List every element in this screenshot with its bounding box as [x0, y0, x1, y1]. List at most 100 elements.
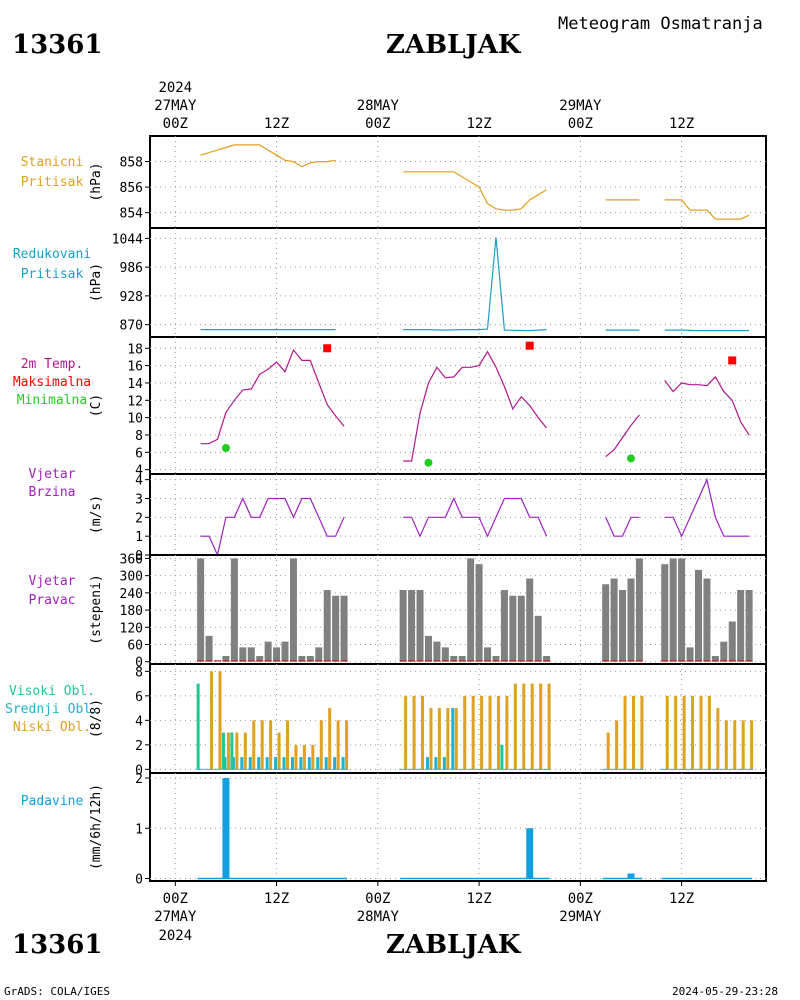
- direction-bar: [627, 578, 635, 662]
- cloud-mid-bar: [282, 757, 286, 770]
- date-label-bottom: 29MAY: [559, 909, 602, 925]
- direction-bar: [711, 655, 719, 662]
- cloud-low-bar: [724, 720, 728, 770]
- cloud-low-bar: [480, 695, 484, 770]
- direction-bar: [222, 655, 230, 662]
- y-axis-label: (C): [89, 394, 104, 417]
- direction-bar: [602, 584, 610, 662]
- cloud-mid-bar: [257, 757, 261, 770]
- panel-station_pressure: 854 856 858 (hPa) Stanicni Pritisak: [21, 135, 767, 229]
- cloud-mid-bar: [307, 757, 311, 770]
- cloud-mid-bar: [451, 708, 455, 770]
- panel-frame: [149, 663, 767, 774]
- cloud-high-bar: [230, 732, 234, 770]
- station-id-bottom: 13361: [12, 930, 103, 960]
- series-line: [664, 329, 750, 332]
- cloud-low-bar: [269, 720, 273, 770]
- y-tick-label: 870: [120, 319, 143, 334]
- direction-bar: [205, 635, 213, 662]
- panel-label: Vjetar: [29, 574, 76, 589]
- direction-bar: [332, 595, 340, 662]
- y-tick-label: 18: [127, 342, 143, 357]
- cloud-mid-bar: [274, 757, 278, 770]
- cloud-low-bar: [336, 720, 340, 770]
- panel-precipitation: 0 1 2 (mm/6h/12h) Padavine: [21, 772, 767, 887]
- direction-bar: [323, 589, 331, 662]
- panel-label: Srednji Obl.: [5, 702, 99, 717]
- series-line: [664, 477, 750, 538]
- direction-bar: [230, 558, 238, 662]
- cloud-mid-bar: [434, 757, 438, 770]
- cloud-low-bar: [412, 695, 416, 770]
- hour-label-top: 12Z: [466, 116, 491, 132]
- y-tick-label: 10: [127, 412, 143, 427]
- cloud-mid-bar: [248, 757, 252, 770]
- cloud-high-bar: [500, 744, 504, 770]
- cloud-mid-bar: [425, 757, 429, 770]
- panel-label: Niski Obl.: [13, 720, 91, 735]
- cloud-low-bar: [446, 708, 450, 770]
- direction-bar: [720, 641, 728, 662]
- direction-bar: [450, 655, 458, 662]
- y-tick-label: 6: [135, 690, 143, 705]
- y-axis-label: (mm/6h/12h): [89, 784, 104, 870]
- cloud-low-bar: [226, 732, 230, 770]
- cloud-low-bar: [750, 720, 754, 770]
- direction-bar: [619, 589, 627, 662]
- hour-label-bottom: 12Z: [466, 891, 491, 907]
- y-tick-label: 928: [120, 290, 143, 305]
- year-label-top: 2024: [158, 80, 192, 96]
- series-line: [664, 199, 750, 220]
- direction-bar: [737, 589, 745, 662]
- series-line: [200, 348, 345, 445]
- y-tick-label: 2: [135, 511, 143, 526]
- hour-label-bottom: 00Z: [365, 891, 390, 907]
- y-tick-label: 120: [120, 621, 143, 636]
- cloud-low-bar: [682, 695, 686, 770]
- cloud-low-bar: [454, 708, 458, 770]
- series-line: [403, 171, 547, 211]
- cloud-mid-bar: [333, 757, 337, 770]
- panel-label: Pravac: [29, 593, 76, 608]
- y-tick-label: 0: [135, 763, 143, 778]
- direction-bar: [197, 558, 205, 662]
- time-axis: 2024 2024 27MAY 00Z 00Z 27MAY 12Z 12Z 28MAY 00Z 00…: [154, 80, 694, 944]
- direction-bar: [306, 655, 314, 662]
- panel-frame: [149, 473, 767, 556]
- y-tick-label: 8: [135, 665, 143, 680]
- cloud-mid-bar: [265, 757, 269, 770]
- y-tick-label: 986: [120, 261, 143, 276]
- hour-label-top: 00Z: [365, 116, 390, 132]
- cloud-low-bar: [437, 708, 441, 770]
- y-tick-label: 180: [120, 604, 143, 619]
- y-tick-label: 16: [127, 360, 143, 375]
- date-label-bottom: 28MAY: [357, 909, 400, 925]
- y-tick-label: 1: [135, 530, 143, 545]
- direction-bar: [543, 655, 551, 662]
- meteogram-subtitle: Meteogram Osmatranja: [558, 14, 763, 34]
- direction-bar: [534, 615, 542, 662]
- y-tick-label: 854: [120, 207, 144, 222]
- cloud-low-bar: [640, 695, 644, 770]
- cloud-low-bar: [210, 671, 214, 770]
- cloud-low-bar: [606, 732, 610, 770]
- cloud-low-bar: [429, 708, 433, 770]
- cloud-low-bar: [463, 695, 467, 770]
- cloud-low-bar: [547, 683, 551, 770]
- series-line: [605, 414, 640, 458]
- direction-bar: [433, 641, 441, 662]
- direction-bar: [509, 595, 517, 662]
- y-tick-label: 856: [120, 181, 143, 196]
- y-axis-label: (hPa): [89, 263, 104, 302]
- y-axis-label: (8/8): [89, 699, 104, 738]
- cloud-low-bar: [530, 683, 534, 770]
- panel-reduced_pressure: 870 928 986 1044 (hPa)Redukovani Pritisak: [13, 227, 767, 338]
- cloud-mid-bar: [341, 757, 345, 770]
- cloud-high-bar: [221, 732, 225, 770]
- cloud-low-bar: [286, 720, 290, 770]
- direction-bar: [610, 578, 618, 662]
- y-tick-label: 12: [127, 394, 143, 409]
- cloud-low-bar: [294, 744, 298, 770]
- tmin-marker: [424, 458, 433, 467]
- panel-label: Redukovani: [13, 247, 91, 262]
